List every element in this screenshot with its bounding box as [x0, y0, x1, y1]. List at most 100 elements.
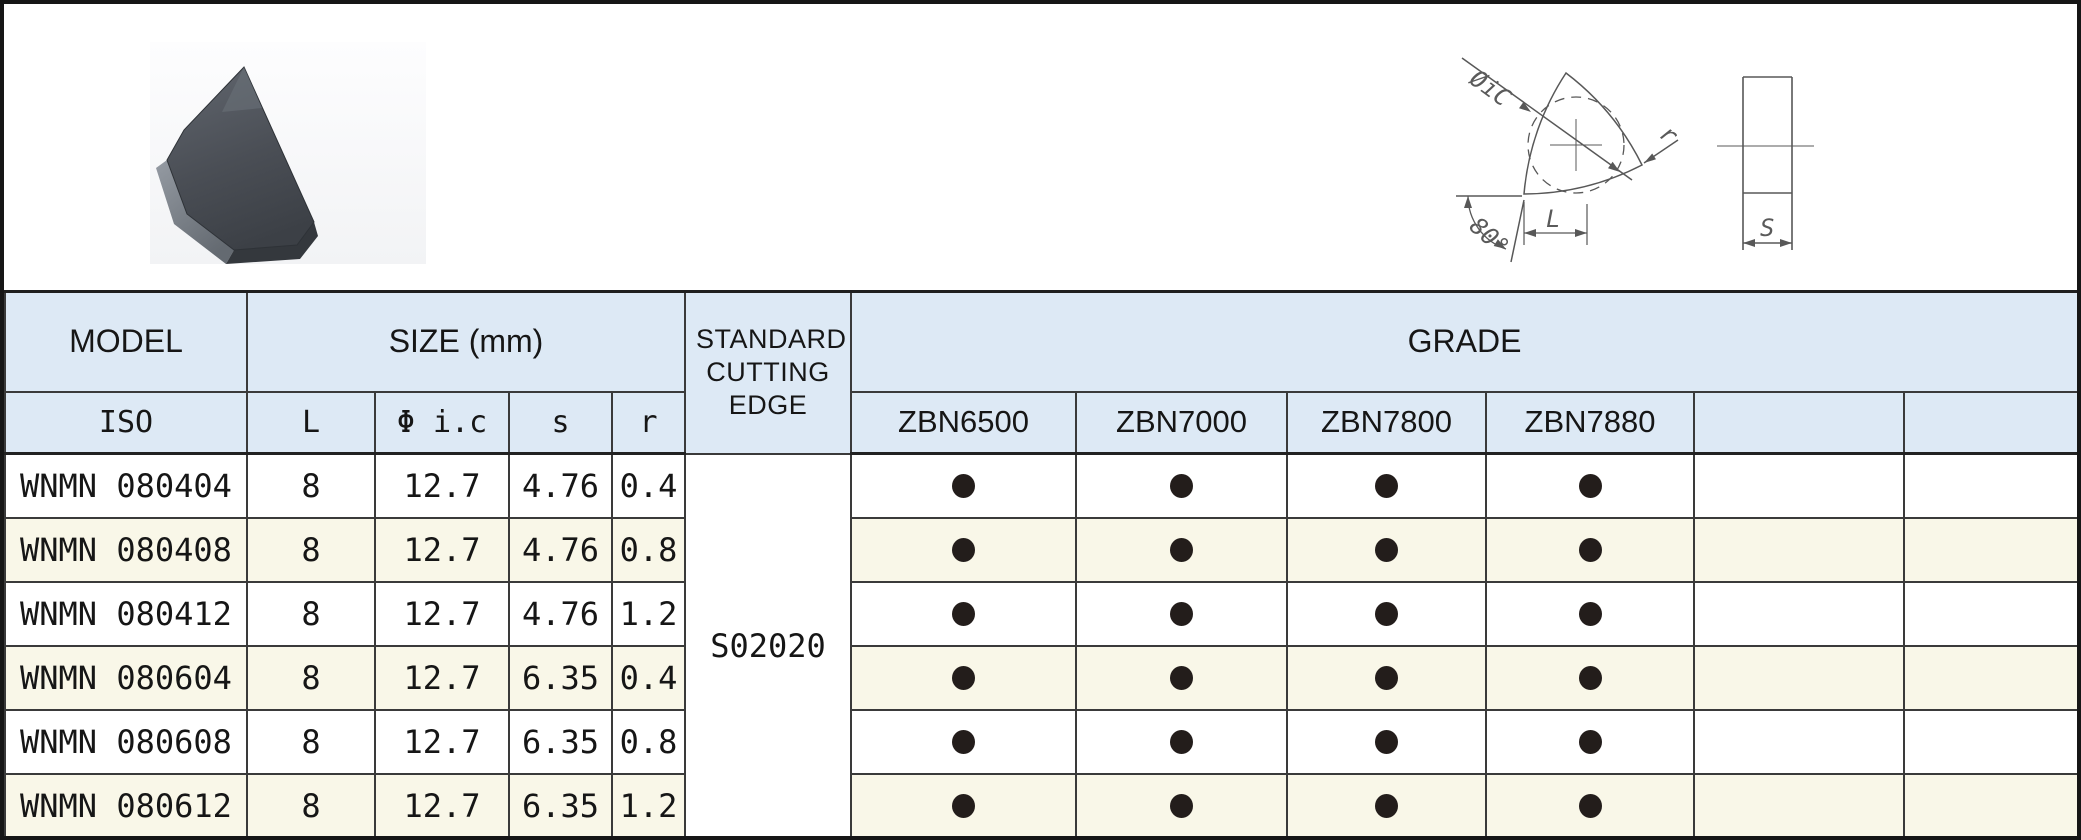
grade-cell [1075, 772, 1289, 836]
insert-top-face [166, 66, 315, 251]
grade-cell [1903, 452, 2077, 519]
col-header-model: MODEL [4, 290, 248, 393]
insert-bottom-face [226, 222, 318, 264]
col-header-cutting-edge: STANDARD CUTTING EDGE [684, 290, 853, 455]
size-r-cell: 1.2 [610, 772, 687, 836]
size-l-cell: 8 [246, 708, 376, 775]
size-l-cell: 8 [246, 516, 376, 583]
center-cross [1550, 119, 1602, 171]
col-header-empty-1 [1693, 390, 1906, 455]
size-s-cell: 4.76 [508, 580, 613, 647]
grade-cell [1485, 644, 1696, 711]
grade-cell [1286, 452, 1488, 519]
size-r-cell: 0.4 [610, 644, 687, 711]
size-l-cell: 8 [246, 452, 376, 519]
availability-dot [952, 793, 976, 818]
grade-cell [1286, 708, 1488, 775]
size-ic-cell: 12.7 [374, 516, 510, 583]
model-cell: WNMN 080608 [4, 708, 248, 775]
availability-dot [1375, 473, 1399, 498]
availability-dot [1170, 665, 1194, 690]
grade-cell [1903, 516, 2077, 583]
diagram-arrowheads [1464, 101, 1792, 249]
size-s-cell: 6.35 [508, 772, 613, 836]
col-header-s: s [508, 390, 613, 455]
size-l-cell: 8 [246, 772, 376, 836]
size-s-cell: 6.35 [508, 708, 613, 775]
model-cell: WNMN 080404 [4, 452, 248, 519]
product-header: ØiC r 80° L S [4, 4, 2077, 290]
trigon-outline [1523, 71, 1643, 195]
grade-cell [1693, 644, 1906, 711]
availability-dot [1578, 793, 1602, 818]
col-header-size: SIZE (mm) [245, 290, 687, 393]
grade-cell [1286, 772, 1488, 836]
availability-dot [952, 473, 976, 498]
grade-cell [850, 580, 1078, 647]
grade-cell [1693, 772, 1906, 836]
grade-cell [850, 644, 1078, 711]
grade-cell [850, 452, 1078, 519]
table-row: WNMN 080408 8 12.7 4.76 0.8 [4, 516, 2077, 583]
availability-dot [1375, 537, 1399, 562]
label-thickness: S [1760, 214, 1774, 242]
side-view-outline [1742, 76, 1793, 250]
availability-dot [1578, 537, 1602, 562]
angle-lines [1456, 195, 1525, 263]
size-s-cell: 4.76 [508, 516, 613, 583]
grade-cell [1903, 580, 2077, 647]
grade-cell [1485, 772, 1696, 836]
grade-cell [1903, 644, 2077, 711]
model-cell: WNMN 080612 [4, 772, 248, 836]
header-row-columns: ISO L Φ i.c s r ZBN6500 ZBN7000 ZBN7800 … [4, 390, 2077, 455]
grade-cell [850, 516, 1078, 583]
table-row: WNMN 080604 8 12.7 6.35 0.4 [4, 644, 2077, 711]
size-r-cell: 1.2 [610, 580, 687, 647]
availability-dot [1170, 537, 1194, 562]
availability-dot [952, 729, 976, 754]
insert-side-bevel [156, 160, 234, 264]
grade-cell [1286, 516, 1488, 583]
availability-dot [1170, 793, 1194, 818]
table-row: WNMN 080412 8 12.7 4.76 1.2 [4, 580, 2077, 647]
label-angle: 80° [1464, 212, 1515, 262]
insert-highlight [222, 67, 262, 112]
col-header-l: L [246, 390, 376, 455]
col-header-zbn6500: ZBN6500 [850, 390, 1078, 455]
col-header-zbn7800: ZBN7800 [1286, 390, 1488, 455]
size-ic-cell: 12.7 [374, 644, 510, 711]
model-cell: WNMN 080412 [4, 580, 248, 647]
availability-dot [1170, 473, 1194, 498]
col-header-r: r [610, 390, 687, 455]
grade-cell [1693, 580, 1906, 647]
availability-dot [1578, 729, 1602, 754]
grade-cell [1693, 708, 1906, 775]
grade-cell [1286, 644, 1488, 711]
table-row: WNMN 080612 8 12.7 6.35 1.2 [4, 772, 2077, 836]
availability-dot [1578, 473, 1602, 498]
size-ic-cell: 12.7 [374, 580, 510, 647]
size-ic-cell: 12.7 [374, 772, 510, 836]
availability-dot [1375, 601, 1399, 626]
grade-cell [1693, 516, 1906, 583]
label-length: L [1546, 205, 1560, 233]
grade-cell [1903, 772, 2077, 836]
size-r-cell: 0.8 [610, 516, 687, 583]
availability-dot [952, 601, 976, 626]
col-header-iso: ISO [4, 390, 248, 455]
size-ic-cell: 12.7 [374, 708, 510, 775]
col-header-zbn7000: ZBN7000 [1075, 390, 1289, 455]
grade-cell [1693, 452, 1906, 519]
grade-cell [850, 772, 1078, 836]
availability-dot [1578, 601, 1602, 626]
model-cell: WNMN 080408 [4, 516, 248, 583]
grade-cell [1485, 452, 1696, 519]
grade-cell [1485, 516, 1696, 583]
inscribed-circle [1527, 96, 1625, 194]
cutting-edge-label: STANDARD CUTTING EDGE [696, 324, 847, 421]
availability-dot [1170, 729, 1194, 754]
col-header-zbn7880: ZBN7880 [1485, 390, 1696, 455]
grade-cell [1485, 708, 1696, 775]
size-s-cell: 4.76 [508, 452, 613, 519]
